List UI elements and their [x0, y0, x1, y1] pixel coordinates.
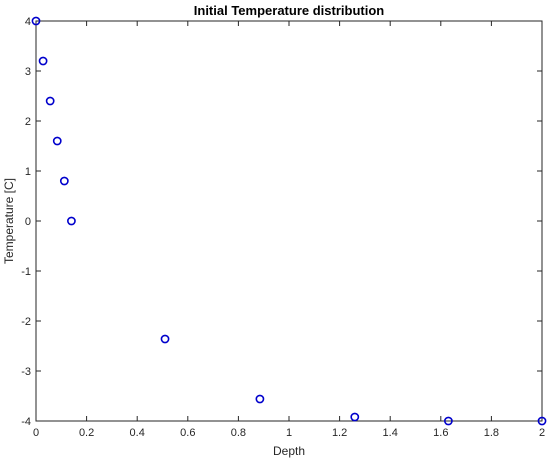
- x-tick-label: 1: [286, 427, 292, 439]
- chart-title: Initial Temperature distribution: [194, 3, 385, 18]
- x-tick-label: 1.4: [383, 427, 398, 439]
- data-point: [443, 416, 453, 426]
- y-tick-label: -4: [21, 416, 31, 428]
- data-point: [38, 56, 48, 66]
- data-points: [31, 16, 547, 426]
- x-tick-label: 1.8: [484, 427, 499, 439]
- y-tick-label: 1: [25, 166, 31, 178]
- data-point: [52, 136, 62, 146]
- data-point: [350, 412, 360, 422]
- x-tick-label: 0.8: [231, 427, 246, 439]
- x-tick-label: 1.6: [433, 427, 448, 439]
- y-tick-label: -3: [21, 366, 31, 378]
- y-axis-label: Temperature [C]: [2, 178, 16, 264]
- y-axis: -4 -3 -2 -1 0 1 2 3 4: [21, 16, 542, 428]
- y-tick-label: 3: [25, 66, 31, 78]
- data-point: [59, 176, 69, 186]
- data-point: [160, 334, 170, 344]
- data-point: [31, 16, 41, 26]
- plot-area: [35, 20, 543, 422]
- x-axis: 0 0.2 0.4 0.6 0.8 1 1.2 1.4 1.6 1.8 2: [33, 21, 545, 439]
- data-point: [45, 96, 55, 106]
- x-axis-label: Depth: [273, 444, 305, 458]
- x-tick-label: 0: [33, 427, 39, 439]
- x-tick-label: 1.2: [332, 427, 347, 439]
- x-tick-label: 0.4: [130, 427, 145, 439]
- x-tick-label: 2: [539, 427, 545, 439]
- y-tick-label: -2: [21, 316, 31, 328]
- x-tick-label: 0.2: [79, 427, 94, 439]
- y-tick-label: -1: [21, 266, 31, 278]
- y-tick-label: 4: [25, 16, 31, 28]
- y-tick-label: 0: [25, 216, 31, 228]
- data-point: [537, 416, 547, 426]
- data-point: [255, 394, 265, 404]
- x-tick-label: 0.6: [180, 427, 195, 439]
- y-tick-label: 2: [25, 116, 31, 128]
- data-point: [67, 216, 76, 226]
